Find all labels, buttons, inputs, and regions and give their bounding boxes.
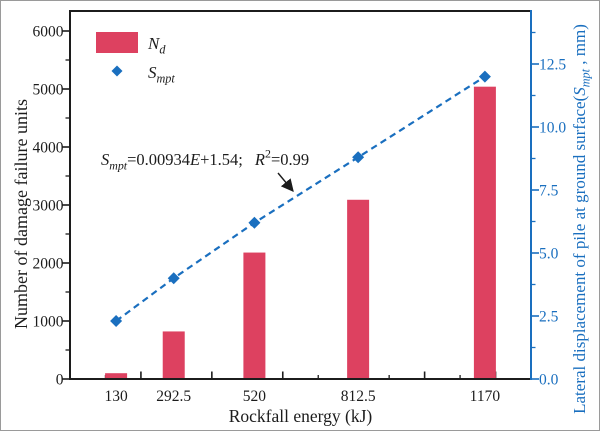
right-axis-tick-label: 5.0 [539, 246, 559, 263]
smpt-point [110, 315, 123, 328]
x-axis-tick-label: 130 [104, 388, 128, 405]
x-axis-tick-label: 292.5 [156, 388, 191, 405]
legend: Nd Smpt [96, 32, 175, 85]
legend-diamond-swatch [111, 65, 123, 77]
right-axis-tick-label: 12.5 [539, 57, 566, 74]
right-axis-tick-label: 10.0 [539, 120, 566, 137]
bar-nd [162, 331, 185, 379]
smpt-trend-line [115, 75, 486, 322]
annotation-equation: Smpt=0.00934E+1.54; R2=0.99 [101, 147, 309, 192]
smpt-point [248, 216, 261, 229]
smpt-point [478, 70, 491, 83]
x-axis-tick-label: 1170 [470, 388, 501, 405]
left-axis-tick-label: 2000 [33, 256, 64, 273]
x-axis-tick-label: 812.5 [341, 388, 376, 405]
bar-nd [105, 373, 128, 379]
equation-arrow [277, 172, 294, 192]
bar-nd [347, 199, 370, 379]
right-axis-tick-label: 0.0 [539, 372, 559, 389]
left-axis-tick-label: 5000 [33, 82, 64, 99]
left-axis-tick-label: 1000 [33, 314, 64, 331]
right-axis-tick-label: 2.5 [539, 309, 559, 326]
x-axis-tick-label: 520 [243, 388, 267, 405]
left-axis-tick-label: 3000 [33, 198, 64, 215]
bar-nd [243, 252, 266, 379]
left-axis-tick-label: 6000 [33, 24, 64, 41]
bar-nd [473, 86, 496, 380]
left-axis-tick-label: 4000 [33, 140, 64, 157]
legend-label-smpt: Smpt [148, 63, 175, 85]
equation-text: Smpt=0.00934E+1.54; R2=0.99 [101, 147, 309, 173]
right-axis-title: Lateral displacement of pile at ground s… [570, 24, 592, 414]
legend-bar-swatch [96, 32, 138, 53]
right-axis-tick-label: 7.5 [539, 183, 559, 200]
x-axis-title: Rockfall energy (kJ) [229, 406, 373, 426]
left-axis-title: Number of damage failure units [11, 99, 31, 329]
left-axis-tick-label: 0 [56, 372, 64, 389]
smpt-point [167, 272, 180, 285]
smpt-point [352, 151, 365, 164]
legend-label-nd: Nd [147, 34, 166, 56]
